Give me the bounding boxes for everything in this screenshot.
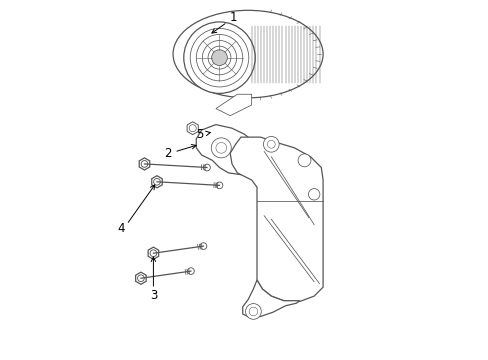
Circle shape	[211, 138, 231, 158]
Polygon shape	[151, 176, 162, 188]
Circle shape	[203, 164, 210, 171]
Text: 1: 1	[211, 11, 237, 33]
Polygon shape	[196, 125, 260, 175]
Polygon shape	[139, 158, 149, 170]
Text: 2: 2	[163, 144, 196, 161]
Circle shape	[308, 189, 319, 200]
Polygon shape	[148, 247, 158, 259]
Circle shape	[245, 303, 261, 319]
Polygon shape	[242, 280, 299, 318]
Text: 5: 5	[196, 128, 210, 141]
Polygon shape	[208, 125, 219, 138]
Ellipse shape	[173, 10, 323, 98]
Circle shape	[183, 22, 255, 93]
Text: 3: 3	[149, 288, 157, 302]
Circle shape	[187, 268, 194, 274]
Circle shape	[211, 50, 227, 66]
Polygon shape	[135, 272, 146, 284]
Polygon shape	[216, 94, 251, 116]
Circle shape	[298, 154, 310, 167]
Circle shape	[200, 243, 206, 249]
Circle shape	[216, 182, 223, 189]
Polygon shape	[230, 137, 323, 301]
Text: 4: 4	[117, 222, 125, 235]
Circle shape	[263, 136, 279, 152]
Polygon shape	[187, 122, 198, 135]
